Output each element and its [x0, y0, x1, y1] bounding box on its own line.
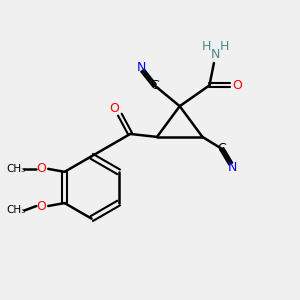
Text: N: N	[211, 48, 220, 61]
Text: H: H	[220, 40, 229, 53]
Text: CH₃: CH₃	[6, 164, 25, 174]
Text: N: N	[136, 61, 146, 74]
Text: C: C	[218, 142, 226, 155]
Text: O: O	[233, 79, 243, 92]
Text: H: H	[202, 40, 211, 53]
Text: N: N	[228, 161, 238, 174]
Text: O: O	[36, 200, 46, 212]
Text: CH₃: CH₃	[6, 206, 25, 215]
Text: C: C	[150, 79, 159, 92]
Text: O: O	[36, 162, 46, 176]
Text: O: O	[109, 102, 119, 115]
